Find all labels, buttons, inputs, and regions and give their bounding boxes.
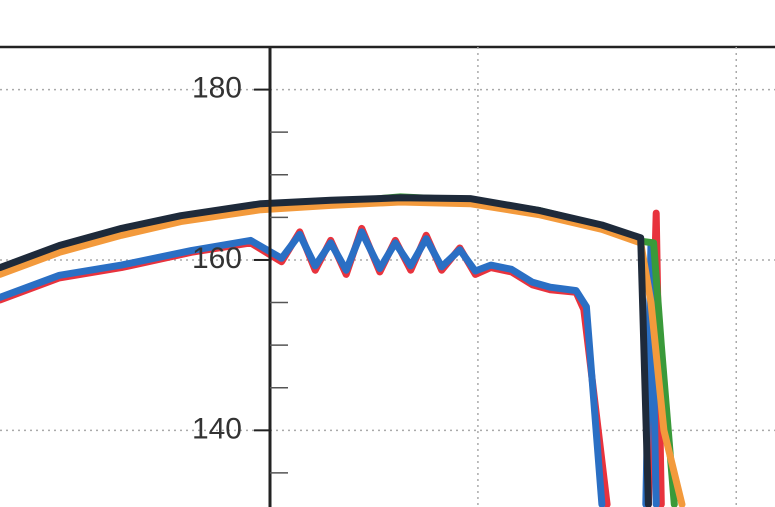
series-line [0,198,686,507]
y-tick-label: 180 [192,72,242,105]
y-axis-ticks: 140 160 180 [192,72,288,474]
y-tick-label: 140 [192,412,242,445]
series-line [0,209,665,507]
plot-area [0,193,686,507]
series-line [0,194,652,507]
y-tick-label: 160 [192,242,242,275]
